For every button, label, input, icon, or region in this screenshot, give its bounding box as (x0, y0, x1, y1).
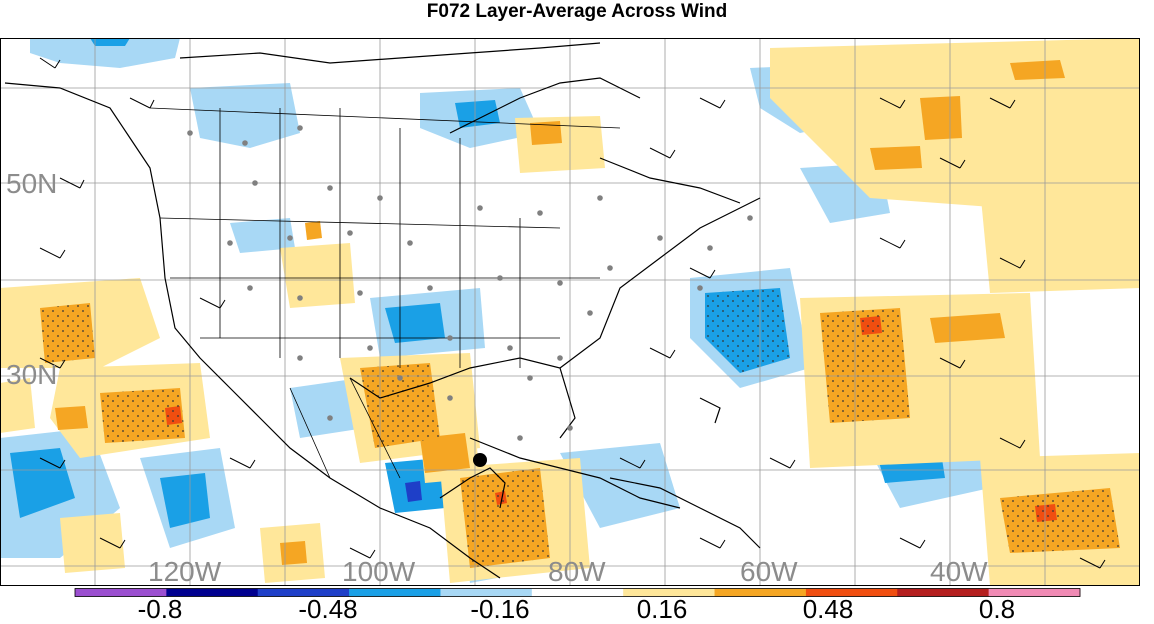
wind-barbs (39, 57, 1106, 569)
colorbar-tick-label: 0.48 (802, 594, 854, 624)
lon-label-80w: 80W (548, 556, 606, 586)
lon-label-100w: 100W (342, 556, 416, 586)
state-borders (149, 107, 621, 479)
colorbar-cell (805, 588, 898, 597)
colorbar-tick-label: 0.8 (978, 594, 1016, 624)
graticule (0, 38, 1140, 586)
colorbar-cell (897, 588, 990, 597)
colorbar-cell (714, 588, 807, 597)
map-panel: 50N 30N 120W 100W 80W 60W 40W (0, 38, 1140, 586)
stippling (40, 288, 1120, 568)
colorbar-tick-label: 0.16 (636, 594, 688, 624)
negative-anomaly-strong (405, 481, 422, 502)
location-marker (473, 453, 487, 467)
colorbar-cell (988, 588, 1081, 597)
colorbar (74, 588, 1081, 597)
lat-label-30n: 30N (6, 359, 57, 390)
station-dots (187, 125, 753, 441)
lon-label-60w: 60W (740, 556, 798, 586)
colorbar-labels: -0.8 -0.48 -0.16 0.16 0.48 0.8 (0, 596, 1154, 622)
colorbar-tick-label: -0.48 (298, 594, 358, 624)
colorbar-cell (440, 588, 533, 597)
colorbar-cell (349, 588, 441, 597)
colorbar-cell (623, 588, 716, 597)
lon-label-120w: 120W (148, 556, 222, 586)
colorbar-cell (166, 588, 259, 597)
chart-title: F072 Layer-Average Across Wind (426, 1, 728, 22)
map-frame (0, 38, 1140, 586)
colorbar-cell (75, 588, 167, 597)
colorbar-tick-label: -0.8 (137, 594, 183, 624)
coastlines (4, 42, 761, 579)
lat-label-50n: 50N (6, 168, 57, 199)
colorbar-cell (531, 588, 624, 597)
colorbar-tick-label: -0.16 (470, 594, 530, 624)
lon-label-40w: 40W (930, 556, 988, 586)
colorbar-cell (257, 588, 350, 597)
